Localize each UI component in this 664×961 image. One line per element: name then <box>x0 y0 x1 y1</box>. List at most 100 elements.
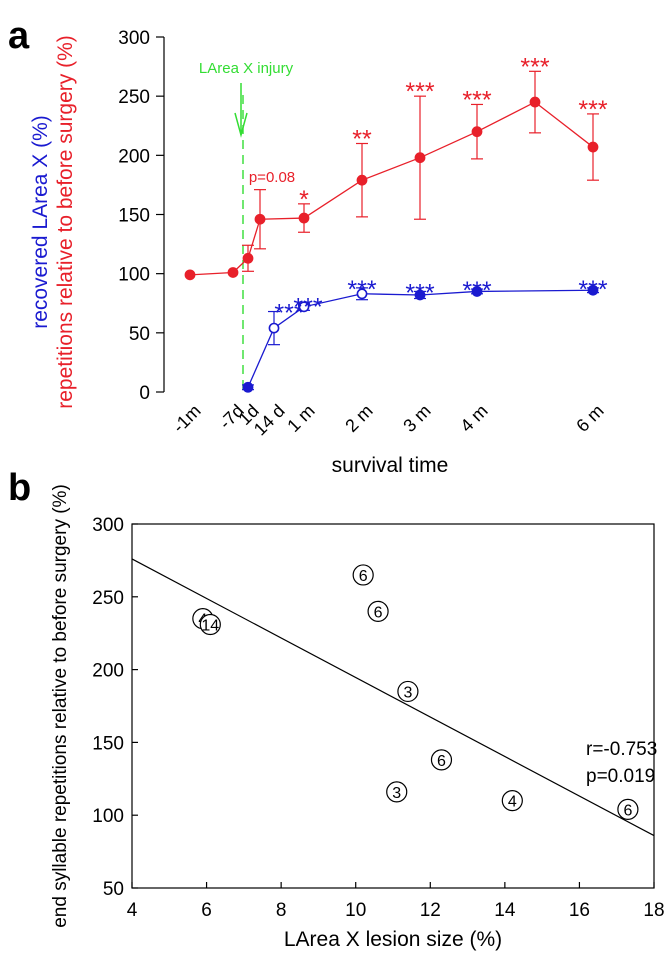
point-circle <box>367 600 389 622</box>
y-tick-label: 200 <box>118 146 150 167</box>
data-point <box>242 252 254 264</box>
panel-b-label: b <box>8 467 31 509</box>
scatter-point: 3 <box>397 680 419 703</box>
data-point <box>414 152 426 164</box>
data-point <box>471 286 483 297</box>
significance-label: *** <box>405 279 434 307</box>
chart-a-xlabel: survival time <box>332 454 449 477</box>
significance-label: *** <box>520 53 549 81</box>
y-tick-label: 200 <box>92 661 124 682</box>
recovered-series: ********* *** *** *** <box>242 276 608 393</box>
y-tick-label: 250 <box>118 87 150 108</box>
chart-b-frame <box>131 523 655 889</box>
x-tick-label: 1 m <box>283 401 318 436</box>
point-circle <box>352 564 374 586</box>
stats-r: r=-0.753 <box>586 739 657 760</box>
x-tick-label: 12 <box>420 900 441 921</box>
point-label: 14 <box>201 617 219 634</box>
point-circle <box>199 613 221 636</box>
x-tick-label: 14 d <box>250 401 289 440</box>
point-circle <box>501 790 523 812</box>
data-point <box>587 141 599 153</box>
y-tick-label: 300 <box>118 28 150 49</box>
data-point <box>414 289 426 301</box>
chart-b-xlabel: LArea X lesion size (%) <box>284 928 502 951</box>
y-tick-label: 0 <box>139 383 150 404</box>
series-line <box>189 101 594 276</box>
x-tick-label: 6 m <box>572 401 607 436</box>
point-label: 6 <box>359 568 368 585</box>
x-tick-label: 2 m <box>341 401 376 436</box>
point-label: 4 <box>508 794 517 811</box>
chart-b-points: 6641436346 <box>192 564 639 820</box>
scatter-point: 4 <box>501 790 523 812</box>
scatter-point: 6 <box>430 749 453 771</box>
significance-label: *** <box>578 276 607 304</box>
scatter-point: 14 <box>199 613 221 636</box>
point-label: 3 <box>403 684 412 701</box>
chart-a-ylabel-red: repetitions relative to before surgery (… <box>54 35 77 409</box>
data-point <box>184 269 196 281</box>
injury-arrow-icon <box>234 83 248 138</box>
x-tick-label: 10 <box>345 900 366 921</box>
x-tick-label: 6 <box>201 900 212 921</box>
regression-line <box>131 558 655 837</box>
panel-a-label: a <box>8 15 30 57</box>
scatter-point: 6 <box>617 798 639 820</box>
point-label: 6 <box>374 604 383 621</box>
y-tick-label: 150 <box>118 206 150 227</box>
chart-b-y-ticks: 50 100 150 200 250 300 <box>92 515 138 900</box>
y-tick-label: 300 <box>92 515 124 536</box>
y-tick-label: 50 <box>103 879 124 900</box>
x-tick-label: 4 m <box>456 401 491 436</box>
chart-a-series: p=0.08****** ****************** *** *** *** <box>184 53 608 393</box>
data-point <box>471 126 483 138</box>
data-point <box>356 174 368 186</box>
significance-label: *** <box>274 300 303 328</box>
point-circle <box>430 749 453 771</box>
significance-label: *** <box>405 78 434 106</box>
point-circle <box>386 781 408 803</box>
point-label: 6 <box>437 753 446 770</box>
data-point <box>268 322 280 334</box>
x-tick-label: 18 <box>643 900 664 921</box>
data-point <box>587 284 599 296</box>
scatter-point: 6 <box>352 564 374 586</box>
scatter-point: 6 <box>367 600 389 622</box>
chart-a-ylabel-blue: recovered LArea X (%) <box>29 115 52 329</box>
y-tick-label: 150 <box>92 733 124 754</box>
scatter-point: 3 <box>386 781 408 803</box>
data-point <box>298 212 310 224</box>
x-tick-label: -1m <box>169 401 205 437</box>
y-tick-label: 100 <box>118 265 150 286</box>
data-point <box>227 267 239 278</box>
x-tick-label: 3 m <box>399 401 434 436</box>
y-tick-label: 50 <box>129 324 150 345</box>
significance-label: *** <box>347 276 376 304</box>
point-label: 6 <box>623 802 632 819</box>
data-point <box>356 288 368 300</box>
point-circle <box>397 680 419 703</box>
data-point <box>529 96 541 108</box>
data-point <box>254 213 266 225</box>
significance-label: *** <box>462 277 491 305</box>
significance-label: ** <box>352 126 372 154</box>
significance-label: *** <box>462 86 491 114</box>
data-point <box>298 301 310 313</box>
chart-b: 50 100 150 200 250 300 4 6 8 10 12 14 16 18 end syll… <box>50 484 664 951</box>
y-tick-label: 250 <box>92 588 124 609</box>
x-tick-label: 14 <box>494 900 516 921</box>
chart-b-x-ticks: 4 6 8 10 12 14 16 18 <box>127 882 664 921</box>
significance-label: p=0.08 <box>249 169 295 186</box>
stats-p: p=0.019 <box>586 766 655 787</box>
x-tick-label: 16 <box>569 900 590 921</box>
x-tick-label: 8 <box>276 900 287 921</box>
data-point <box>242 381 254 393</box>
point-circle <box>617 798 639 820</box>
significance-label: *** <box>293 293 322 321</box>
x-tick-label: 4 <box>127 900 138 921</box>
significance-label: *** <box>578 96 607 124</box>
